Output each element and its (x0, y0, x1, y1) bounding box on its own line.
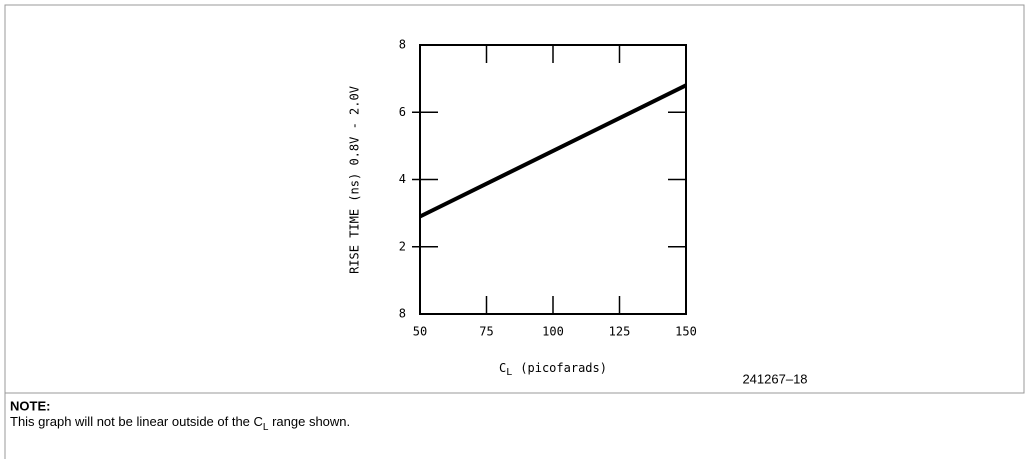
y-tick-label: 6 (399, 105, 406, 119)
x-tick-label: 75 (479, 325, 493, 339)
x-tick-label: 150 (675, 325, 697, 339)
note-text: This graph will not be linear outside of… (10, 414, 350, 432)
y-axis-label: RISE TIME (ns) 0.8V - 2.0V (348, 86, 362, 274)
plot-frame (419, 44, 687, 315)
y-tick-label: 4 (399, 172, 406, 186)
x-tick-label: 125 (609, 325, 631, 339)
x-label-symbol: C (499, 361, 506, 375)
x-tick-label: 100 (542, 325, 564, 339)
x-axis-label: CL (picofarads) (499, 361, 607, 379)
y-tick-label: 8 (399, 38, 406, 52)
x-label-text: (picofarads) (520, 361, 607, 375)
y-tick-label: 8 (399, 307, 406, 321)
note-heading: NOTE: (10, 398, 50, 413)
note-text-after: range shown. (268, 414, 350, 429)
note-text-before: This graph will not be linear outside of… (10, 414, 263, 429)
y-tick-label: 2 (399, 239, 406, 253)
figure-id: 241267–18 (742, 371, 807, 386)
line (419, 83, 687, 219)
x-tick-label: 50 (413, 325, 427, 339)
frame (4, 4, 1025, 459)
note-subscript: L (263, 422, 269, 433)
x-label-subscript: L (506, 367, 512, 378)
